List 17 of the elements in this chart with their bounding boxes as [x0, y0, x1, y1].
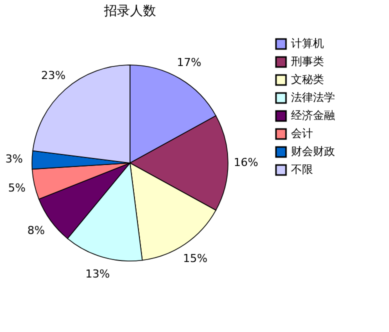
data-label: 17% — [176, 56, 202, 70]
legend-label: 法律法学 — [291, 91, 335, 104]
data-label: 3% — [5, 152, 23, 166]
legend-label: 文秘类 — [291, 73, 324, 86]
data-label: 5% — [8, 181, 26, 194]
legend-label: 经济金融 — [291, 109, 335, 122]
data-label: 13% — [85, 267, 110, 280]
legend-label: 计算机 — [291, 37, 324, 50]
legend-label: 不限 — [291, 163, 313, 176]
legend-label: 刑事类 — [291, 55, 324, 68]
legend-label: 财会财政 — [291, 145, 335, 158]
data-label: 8% — [27, 224, 45, 238]
data-label: 15% — [182, 252, 208, 265]
data-label: 16% — [234, 156, 258, 169]
legend-label: 会计 — [291, 127, 313, 140]
data-label: 23% — [41, 68, 66, 82]
chart-title: 招录人数 — [103, 4, 156, 19]
